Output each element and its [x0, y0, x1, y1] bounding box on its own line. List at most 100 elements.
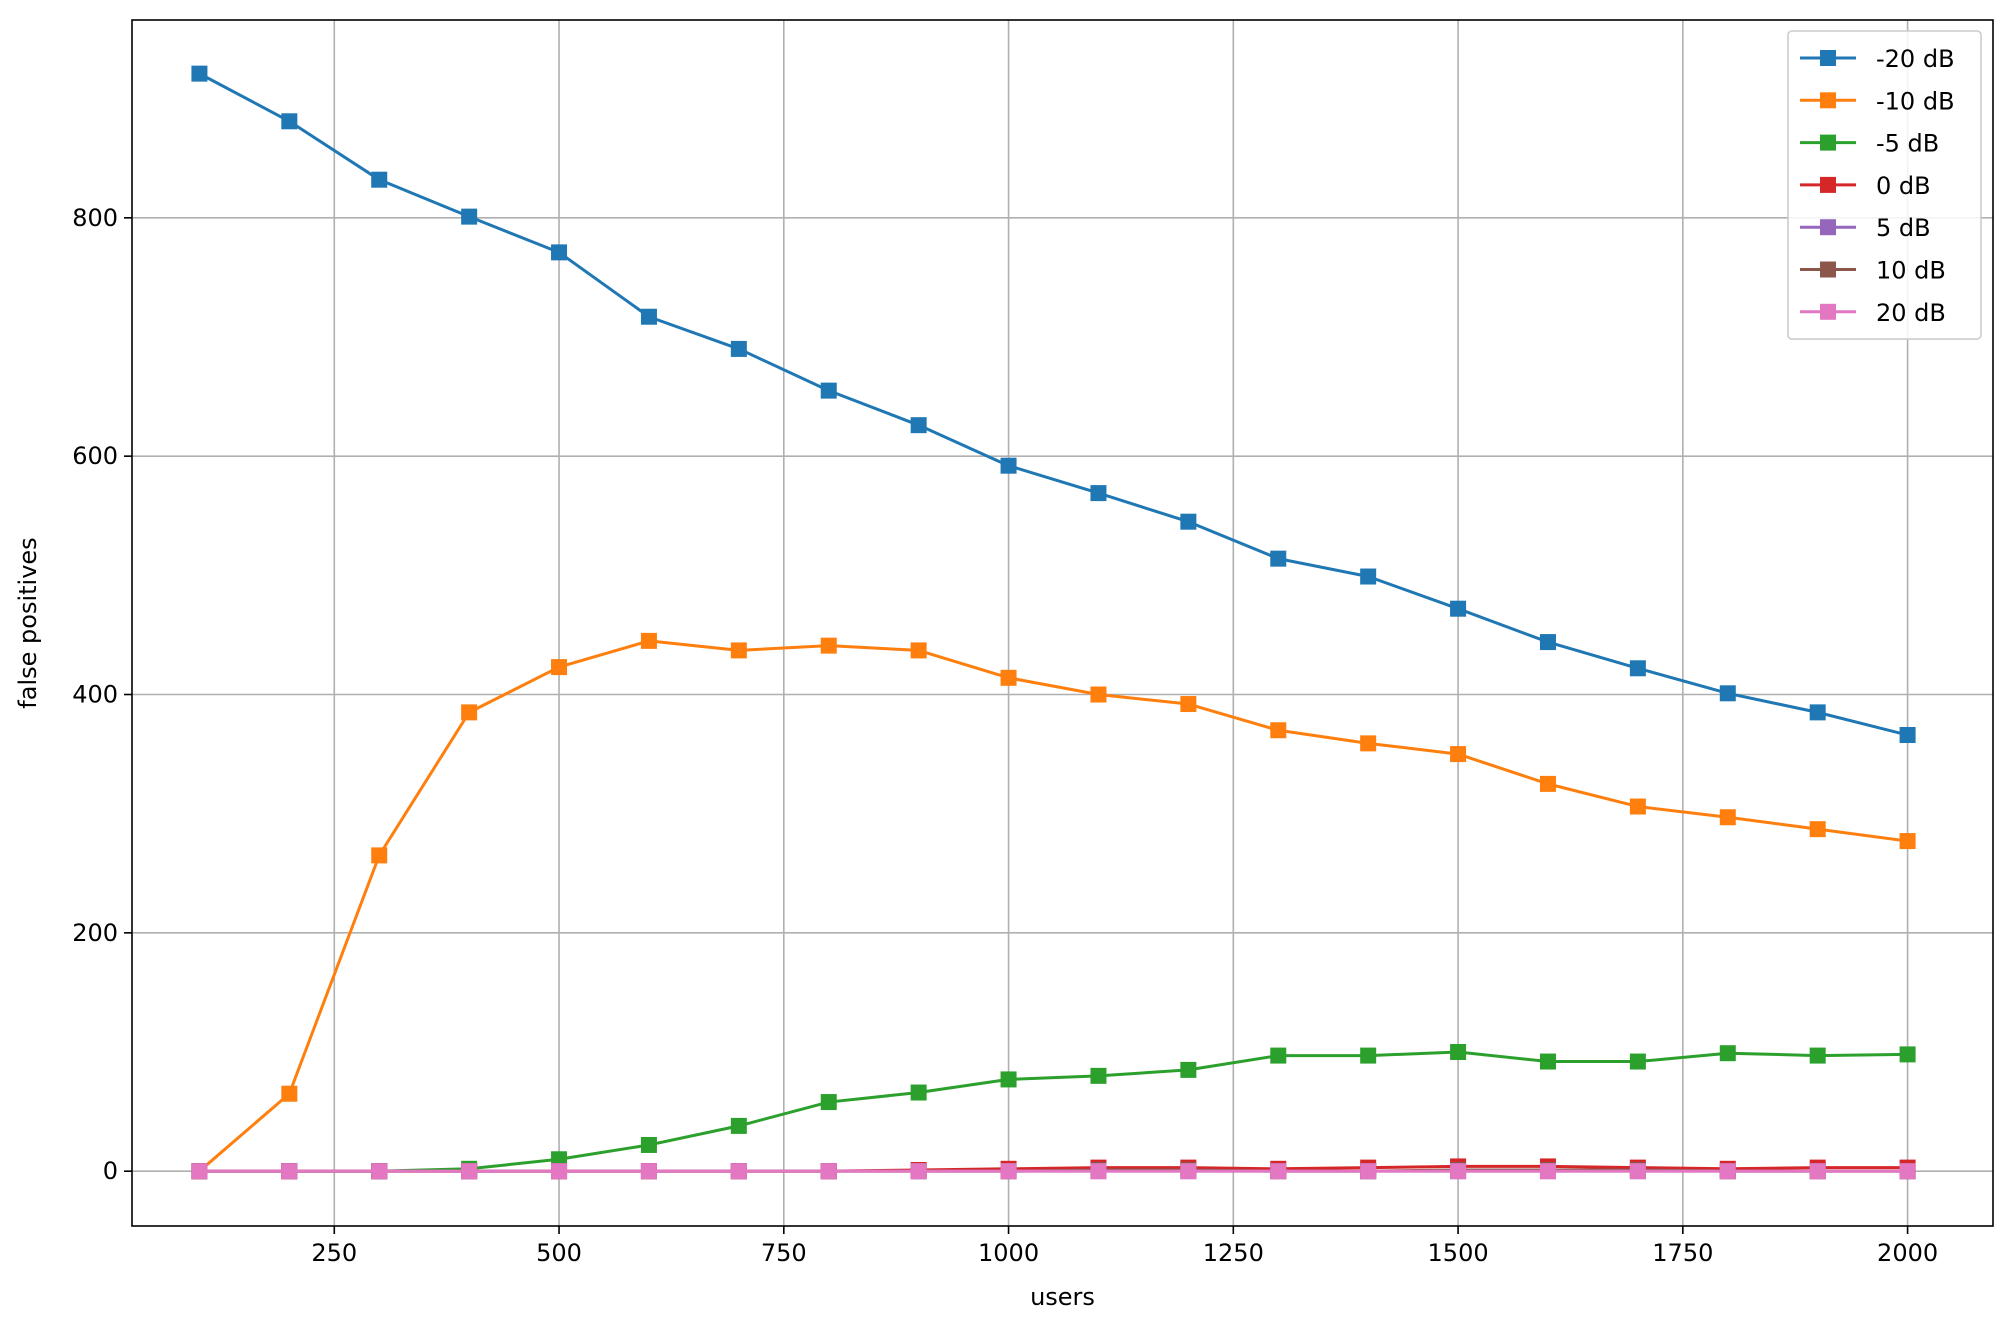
data-point-marker [461, 208, 478, 225]
x-tick-label: 1250 [1203, 1239, 1264, 1267]
legend-label: 0 dB [1876, 172, 1931, 200]
data-point-marker [551, 1163, 568, 1180]
data-point-marker [1539, 1163, 1556, 1180]
data-point-marker [910, 1084, 927, 1101]
legend-label: -20 dB [1876, 45, 1955, 73]
x-axis-label: users [1030, 1283, 1095, 1311]
data-point-marker [910, 642, 927, 659]
data-point-marker [1180, 513, 1197, 530]
data-point-marker [1809, 821, 1826, 838]
data-point-marker [461, 1163, 478, 1180]
data-point-marker [730, 1163, 747, 1180]
data-point-marker [1090, 1067, 1107, 1084]
data-point-marker [1360, 735, 1377, 752]
series-line [198, 639, 1908, 1173]
data-point-marker [1899, 727, 1916, 744]
legend-marker [1820, 219, 1836, 236]
legend: -20 dB -10 dB -5 dB 0 dB 5 dB 10 dB 20 dB [1787, 30, 1982, 340]
legend-label: 10 dB [1876, 257, 1946, 285]
data-point-marker [1000, 669, 1017, 686]
data-point-marker [1090, 1163, 1107, 1180]
data-point-marker [640, 632, 657, 649]
legend-item: 10 dB [1800, 257, 1946, 285]
data-point-marker [1629, 798, 1646, 815]
data-point-marker [191, 65, 208, 82]
data-point-marker [1270, 722, 1287, 739]
data-point-marker [820, 637, 837, 654]
legend-box [1787, 30, 1982, 340]
data-point-marker [1809, 1047, 1826, 1064]
data-point-marker [1180, 1061, 1197, 1078]
x-tick-label: 750 [761, 1239, 807, 1267]
data-point-marker [730, 642, 747, 659]
legend-item: 20 dB [1800, 299, 1946, 327]
data-point-marker [1000, 1071, 1017, 1088]
data-point-marker [820, 1094, 837, 1111]
data-point-marker [910, 1163, 927, 1180]
data-point-marker [1360, 1163, 1377, 1180]
data-point-marker [1090, 485, 1107, 502]
data-point-marker [1000, 457, 1017, 474]
x-tick-label: 1500 [1428, 1239, 1489, 1267]
legend-marker [1820, 303, 1836, 320]
data-point-marker [820, 382, 837, 399]
data-point-marker [1719, 1163, 1736, 1180]
x-tick-label: 2000 [1877, 1239, 1938, 1267]
data-point-marker [281, 1163, 298, 1180]
legend-marker [1820, 176, 1836, 193]
series-line [198, 72, 1908, 737]
data-point-marker [1809, 704, 1826, 721]
data-point-marker [1180, 1163, 1197, 1180]
data-point-marker [1899, 1046, 1916, 1063]
legend-marker [1820, 261, 1836, 278]
data-point-marker [1539, 634, 1556, 651]
series-20dB [191, 1163, 1916, 1180]
data-point-marker [1719, 685, 1736, 702]
legend-item: -10 dB [1800, 87, 1955, 115]
data-point-marker [371, 171, 388, 188]
data-point-marker [1000, 1163, 1017, 1180]
data-point-marker [1270, 1047, 1287, 1064]
data-point-marker [1360, 568, 1377, 585]
data-point-marker [551, 244, 568, 261]
data-point-marker [1090, 686, 1107, 703]
legend-label: -10 dB [1876, 87, 1955, 115]
series-neg10dB [191, 632, 1916, 1180]
series-neg20dB [191, 65, 1916, 744]
data-point-marker [371, 847, 388, 864]
data-point-marker [1270, 1163, 1287, 1180]
data-point-marker [1629, 1053, 1646, 1070]
series-lines [191, 65, 1916, 1180]
y-axis-label: false positives [14, 537, 42, 708]
legend-item: -20 dB [1800, 45, 1955, 73]
data-point-marker [1450, 600, 1467, 617]
data-point-marker [1450, 1163, 1467, 1180]
data-point-marker [1450, 746, 1467, 763]
data-point-marker [371, 1163, 388, 1180]
data-point-marker [640, 1163, 657, 1180]
plot-area-frame [131, 19, 1994, 1227]
legend-item: 5 dB [1800, 214, 1931, 242]
data-point-marker [1539, 1053, 1556, 1070]
series-line [199, 1050, 1908, 1173]
data-point-marker [1270, 550, 1287, 567]
legend-item: -5 dB [1800, 130, 1939, 158]
data-point-marker [640, 1136, 657, 1153]
x-tick-label: 1000 [978, 1239, 1039, 1267]
legend-marker [1820, 134, 1836, 151]
data-point-marker [1180, 696, 1197, 713]
y-tick-label: 400 [72, 681, 118, 709]
data-point-marker [730, 1117, 747, 1134]
data-point-marker [1719, 1045, 1736, 1062]
data-point-marker [1450, 1044, 1467, 1061]
data-point-marker [910, 417, 927, 434]
legend-label: 20 dB [1876, 299, 1946, 327]
data-point-marker [1809, 1163, 1826, 1180]
legend-item: 0 dB [1800, 172, 1931, 200]
data-point-marker [1719, 809, 1736, 826]
legend-label: -5 dB [1876, 130, 1939, 158]
data-point-marker [191, 1163, 208, 1180]
data-point-marker [461, 704, 478, 721]
data-point-marker [281, 113, 298, 130]
